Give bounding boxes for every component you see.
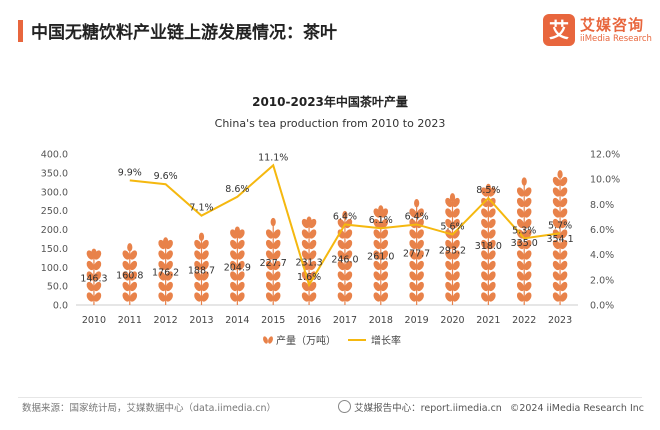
footer-divider [18,397,642,398]
chart-subtitle: China's tea production from 2010 to 2023 [215,117,446,130]
growth-value-label: 9.9% [118,167,142,178]
left-tick-label: 200.0 [41,225,68,236]
x-tick-label: 2017 [333,315,357,326]
footer-right: 艾媒报告中心：report.iimedia.cn ©2024 iiMedia Re… [338,400,644,414]
bar-2019 [409,198,424,305]
bar-value-label: 188.7 [188,265,215,276]
title-accent-bar [18,20,23,42]
bar-2020 [445,193,460,305]
growth-value-label: 7.1% [189,203,213,214]
bar-2018 [373,205,389,305]
left-tick-label: 400.0 [41,150,68,161]
bar-2015 [265,217,281,305]
bar-value-label: 160.8 [116,271,143,282]
x-tick-label: 2012 [154,315,178,326]
legend-bar-label: 产量（万吨） [276,334,336,347]
brand-logo: 艾 艾媒咨询 iiMedia Research [543,12,653,52]
bar-2016 [301,216,317,305]
left-tick-label: 100.0 [41,263,68,274]
growth-value-label: 5.3% [512,225,536,236]
growth-value-label: 9.6% [154,171,178,182]
legend-bar-icon [263,336,273,344]
x-tick-label: 2011 [118,315,142,326]
bar-value-label: 261.0 [367,252,394,263]
logo-name-en: iiMedia Research [580,34,652,44]
bar-value-label: 277.7 [403,249,430,260]
x-tick-label: 2022 [512,315,536,326]
bar-2013 [194,232,209,305]
chart-title: 2010-2023年中国茶叶产量 [252,94,408,109]
growth-value-label: 5.7% [548,220,572,231]
growth-line [129,163,561,288]
left-tick-label: 0.0 [53,301,68,312]
bar-2010 [86,248,102,305]
bar-value-label: 293.2 [439,246,466,257]
left-tick-label: 250.0 [41,206,68,217]
growth-value-label: 6.4% [333,211,357,222]
logo-mark-icon: 艾 [543,14,575,46]
left-tick-label: 150.0 [41,244,68,255]
bar-value-label: 335.0 [511,238,538,249]
data-source: 数据来源：国家统计局，艾媒数据中心（data.iimedia.cn） [22,403,277,414]
copyright: ©2024 iiMedia Research Inc [509,403,644,414]
growth-value-label: 6.4% [405,211,429,222]
bar-value-label: 246.0 [331,255,358,266]
x-tick-label: 2013 [189,315,213,326]
right-tick-label: 8.0% [590,200,614,211]
bar-2011 [122,243,138,305]
x-tick-label: 2021 [476,315,500,326]
right-tick-label: 4.0% [590,250,614,261]
bar-2017 [337,210,353,305]
bar-value-label: 146.3 [80,273,107,284]
bar-2023 [552,170,568,305]
logo-name-cn: 艾媒咨询 [580,16,645,34]
right-tick-label: 6.0% [590,225,614,236]
growth-value-label: 8.6% [225,184,249,195]
growth-value-label: 1.6% [297,272,321,283]
x-tick-label: 2023 [548,315,572,326]
right-tick-label: 10.0% [590,175,620,186]
growth-value-label: 6.1% [369,215,393,226]
report-site: 艾媒报告中心：report.iimedia.cn [354,403,502,414]
tea-production-chart: 2010-2023年中国茶叶产量 China's tea production f… [41,94,620,347]
growth-value-label: 11.1% [258,152,288,163]
bar-value-label: 318.0 [475,241,502,252]
page-title: 中国无糖饮料产业链上游发展情况：茶叶 [31,23,337,43]
bar-value-label: 354.1 [546,234,573,245]
right-tick-label: 2.0% [590,275,614,286]
bar-value-label: 227.7 [260,258,287,269]
report-center-icon [338,400,352,413]
bar-2022 [516,177,532,305]
left-tick-label: 350.0 [41,168,68,179]
growth-value-label: 5.6% [440,222,464,233]
bar-2012 [158,237,173,305]
left-tick-label: 300.0 [41,187,68,198]
x-tick-label: 2015 [261,315,285,326]
left-tick-label: 50.0 [47,282,68,293]
bar-value-label: 204.9 [224,262,251,273]
x-tick-label: 2018 [369,315,393,326]
growth-value-label: 8.5% [476,185,500,196]
right-tick-label: 0.0% [590,301,614,312]
legend-line-label: 增长率 [371,334,401,347]
bar-value-label: 176.2 [152,268,179,279]
right-tick-label: 12.0% [590,150,620,161]
x-tick-label: 2014 [225,315,249,326]
x-tick-label: 2016 [297,315,321,326]
x-tick-label: 2019 [405,315,429,326]
bar-value-label: 231.3 [295,257,322,268]
x-tick-label: 2020 [440,315,464,326]
x-tick-label: 2010 [82,315,106,326]
bar-2014 [230,226,245,305]
